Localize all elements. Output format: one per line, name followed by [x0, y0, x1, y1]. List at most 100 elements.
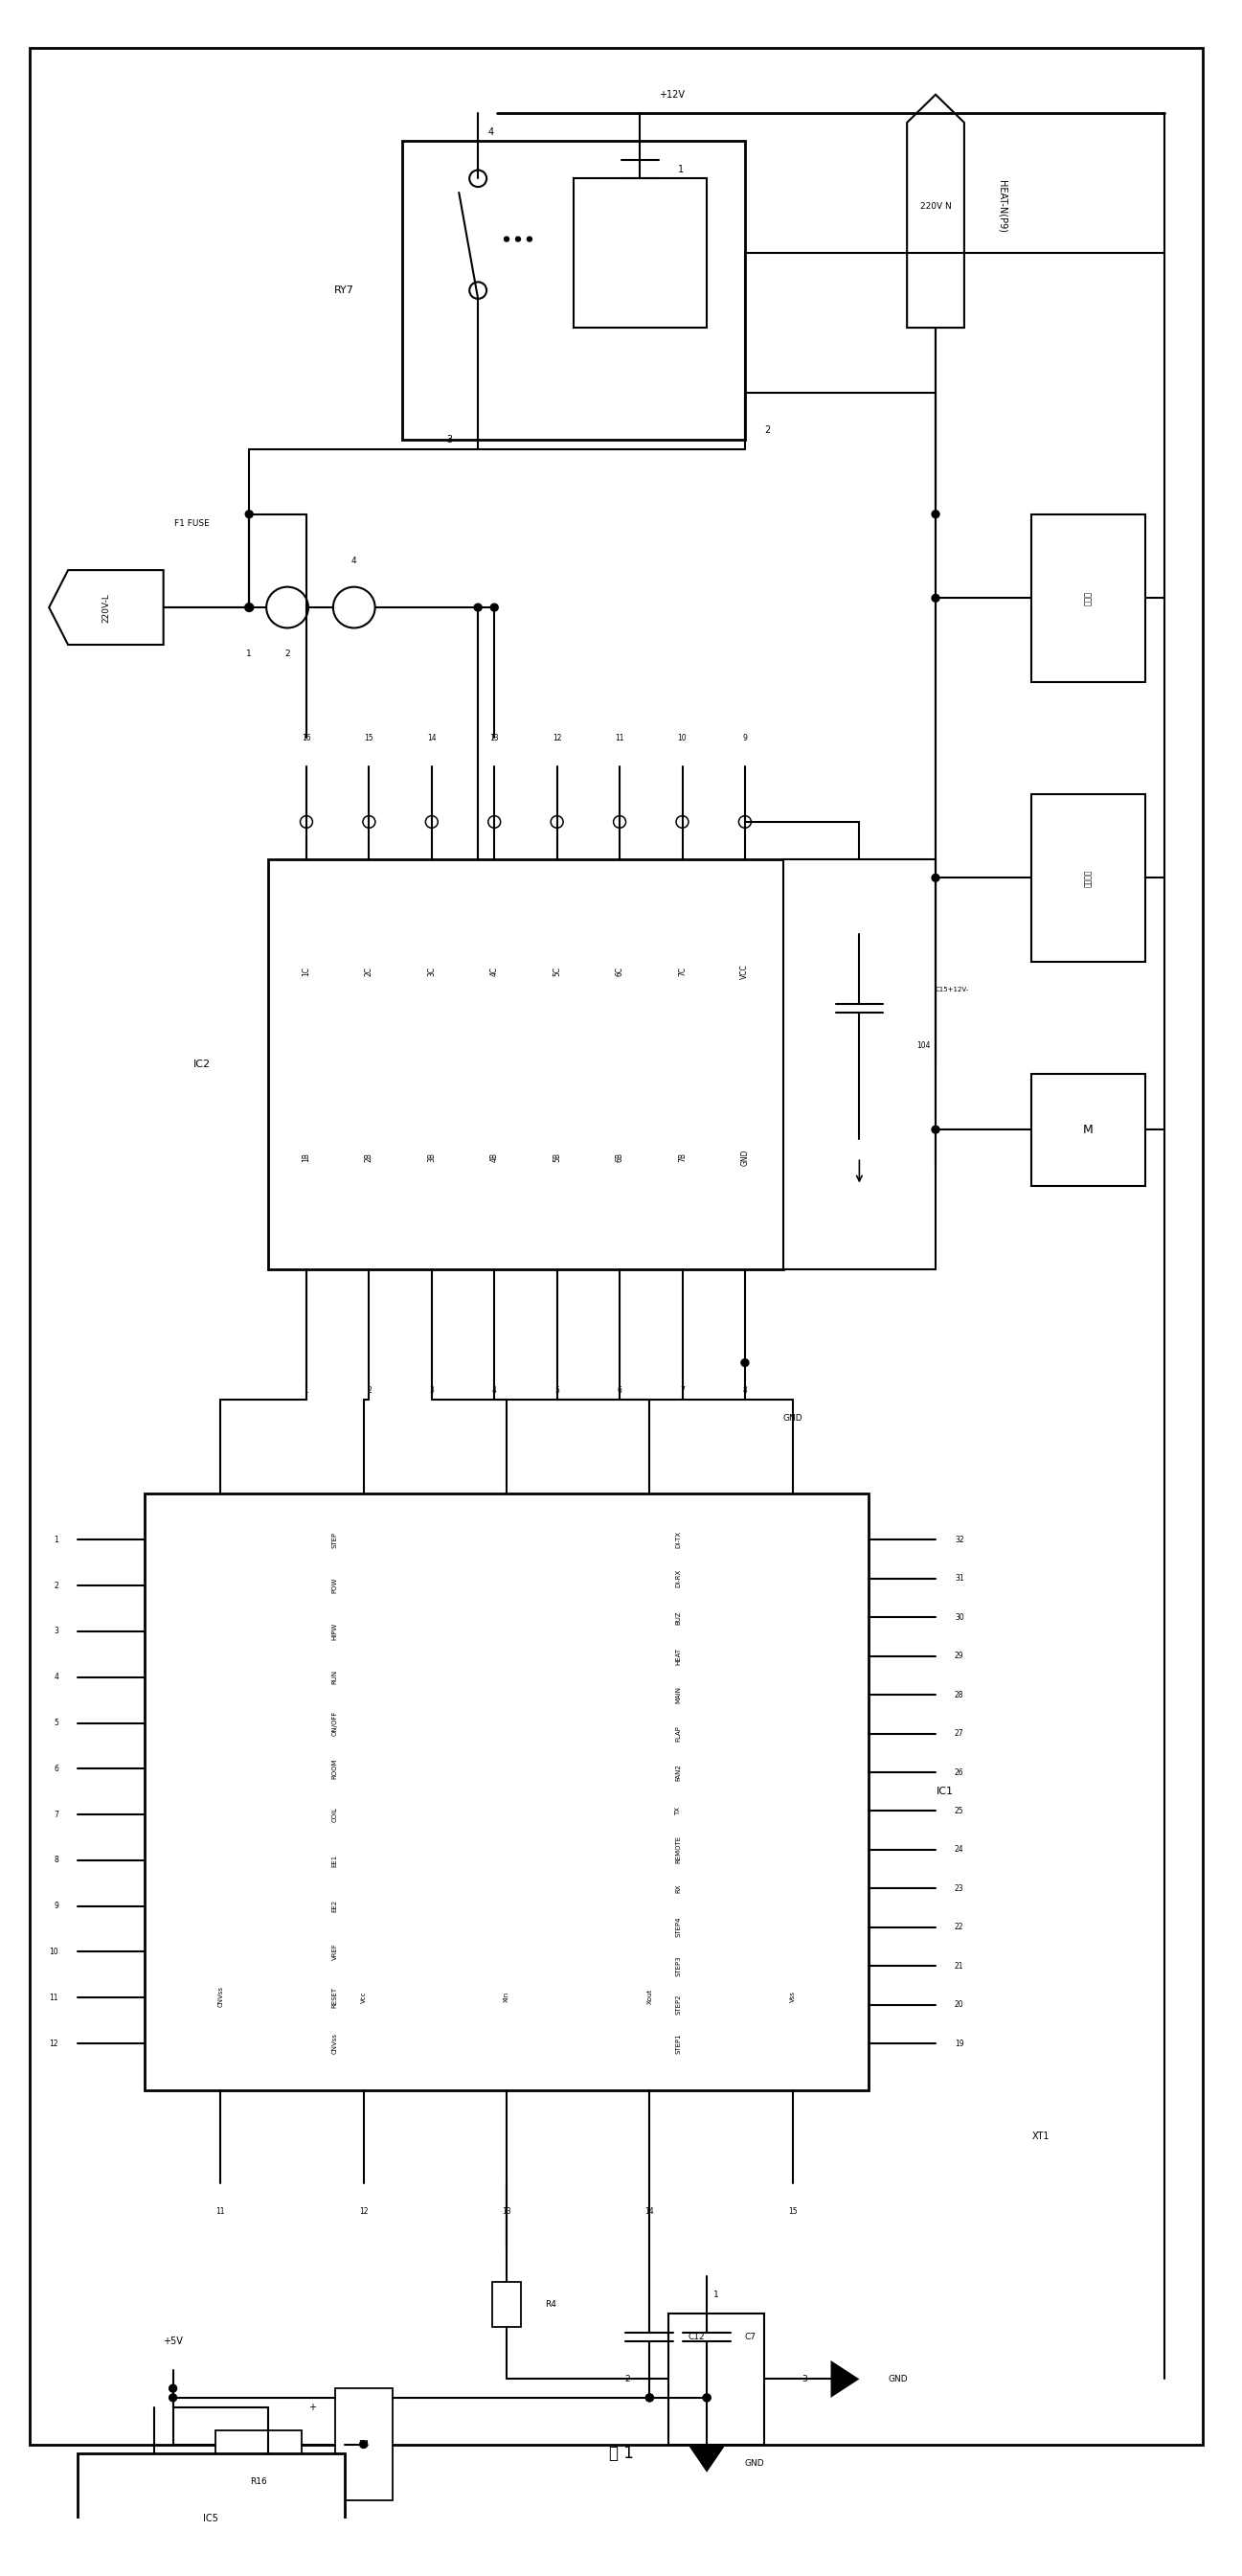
Text: 28: 28 [955, 1690, 964, 1700]
Text: 1: 1 [53, 1535, 58, 1543]
Text: 26: 26 [955, 1767, 964, 1777]
Text: 16: 16 [302, 734, 310, 742]
Bar [216, 2429, 302, 2458]
Text: STEP2: STEP2 [676, 1994, 681, 2014]
Bar [335, 2388, 392, 2501]
Text: 24: 24 [955, 1844, 964, 1855]
Text: STEP1: STEP1 [676, 2032, 681, 2053]
Text: COIL: COIL [332, 1806, 338, 1821]
Text: 27: 27 [955, 1728, 964, 1739]
Text: 14: 14 [427, 734, 436, 742]
Text: IC2: IC2 [193, 1059, 210, 1069]
Text: 熔断器: 熔断器 [1084, 590, 1093, 605]
Text: +: + [308, 2403, 315, 2411]
Text: TX: TX [676, 1806, 681, 1816]
Text: 11: 11 [615, 734, 625, 742]
Circle shape [169, 2385, 176, 2393]
Text: 15: 15 [787, 2208, 797, 2215]
Text: 1B: 1B [302, 1154, 310, 1162]
Text: R4: R4 [545, 2300, 556, 2308]
Text: 23: 23 [955, 1883, 964, 1893]
Text: STEP3: STEP3 [676, 1955, 681, 1976]
Text: DI-RX: DI-RX [676, 1569, 681, 1587]
Text: 6B: 6B [615, 1154, 623, 1162]
Text: 9: 9 [743, 734, 748, 742]
Text: 30: 30 [955, 1613, 964, 1623]
Circle shape [504, 237, 509, 242]
Polygon shape [831, 2360, 859, 2398]
Text: 7C: 7C [678, 966, 687, 976]
Text: 4: 4 [488, 126, 493, 137]
Text: ROOM: ROOM [332, 1759, 338, 1780]
Text: 14: 14 [645, 2208, 655, 2215]
Text: 5B: 5B [553, 1154, 561, 1162]
Text: 5: 5 [53, 1718, 58, 1728]
Text: +12V: +12V [660, 90, 686, 100]
Text: 19: 19 [955, 2040, 964, 2048]
Text: 图 1: 图 1 [609, 2445, 633, 2463]
Text: 12: 12 [50, 2040, 58, 2048]
Text: 1: 1 [304, 1386, 309, 1396]
Circle shape [360, 2439, 368, 2447]
Circle shape [932, 873, 939, 881]
Text: IC1: IC1 [936, 1788, 954, 1795]
Circle shape [703, 2393, 710, 2401]
Text: 4: 4 [492, 1386, 497, 1396]
Text: 6: 6 [53, 1765, 58, 1772]
Text: 3: 3 [430, 1386, 433, 1396]
Text: HIPW: HIPW [332, 1623, 338, 1641]
Text: C15+12V-: C15+12V- [935, 987, 969, 992]
Text: Xin: Xin [504, 1991, 509, 2002]
Bar [401, 142, 745, 440]
Circle shape [646, 2393, 653, 2401]
Text: 2: 2 [625, 2375, 631, 2383]
Text: 2: 2 [764, 425, 770, 435]
Text: 11: 11 [216, 2208, 225, 2215]
Text: GND: GND [740, 1149, 749, 1167]
Text: 4: 4 [53, 1672, 58, 1682]
Circle shape [474, 603, 482, 611]
Bar [782, 860, 935, 1270]
Text: 29: 29 [955, 1651, 964, 1662]
Text: 5C: 5C [553, 966, 561, 976]
Text: 10: 10 [50, 1947, 58, 1955]
Text: FAN2: FAN2 [676, 1765, 681, 1780]
Text: C7: C7 [745, 2334, 756, 2342]
Circle shape [245, 603, 253, 611]
Text: 5: 5 [555, 1386, 559, 1396]
Circle shape [491, 603, 498, 611]
Text: 32: 32 [955, 1535, 964, 1543]
Text: 12: 12 [359, 2208, 368, 2215]
Text: 9: 9 [53, 1901, 58, 1911]
Text: 21: 21 [955, 1960, 964, 1971]
Text: 31: 31 [955, 1574, 964, 1582]
Text: 热保护器: 热保护器 [1084, 868, 1093, 886]
Circle shape [932, 595, 939, 603]
Text: GND: GND [888, 2375, 908, 2383]
Bar [492, 2282, 520, 2326]
Text: 7: 7 [53, 1811, 58, 1819]
Text: 3B: 3B [427, 1154, 436, 1162]
Text: RX: RX [676, 1883, 681, 1893]
Text: 3C: 3C [427, 966, 436, 976]
Text: 4: 4 [351, 556, 356, 564]
Text: FLAP: FLAP [676, 1726, 681, 1741]
Text: 1: 1 [246, 649, 252, 659]
Text: MAIN: MAIN [676, 1687, 681, 1703]
Text: C12: C12 [688, 2334, 704, 2342]
Text: 1C: 1C [302, 966, 310, 976]
Text: STEP: STEP [332, 1533, 338, 1548]
Text: XT1: XT1 [1032, 2133, 1049, 2141]
Circle shape [169, 2393, 176, 2401]
Circle shape [646, 2393, 653, 2401]
Circle shape [527, 237, 532, 242]
Circle shape [741, 1360, 749, 1365]
Text: Xout: Xout [647, 1989, 652, 2004]
Text: EE2: EE2 [332, 1899, 338, 1911]
Text: Vcc: Vcc [360, 1991, 366, 2002]
Text: 2B: 2B [365, 1154, 374, 1162]
Circle shape [515, 237, 520, 242]
Text: 2: 2 [53, 1582, 58, 1589]
Bar [77, 2455, 344, 2576]
Text: 22: 22 [955, 1922, 964, 1932]
